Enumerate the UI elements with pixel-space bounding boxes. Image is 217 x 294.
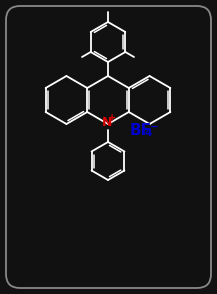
Text: +: + bbox=[108, 113, 117, 123]
Text: −: − bbox=[150, 121, 159, 131]
Text: BF: BF bbox=[130, 123, 152, 138]
Text: 4: 4 bbox=[145, 128, 152, 138]
Text: N: N bbox=[102, 116, 112, 129]
